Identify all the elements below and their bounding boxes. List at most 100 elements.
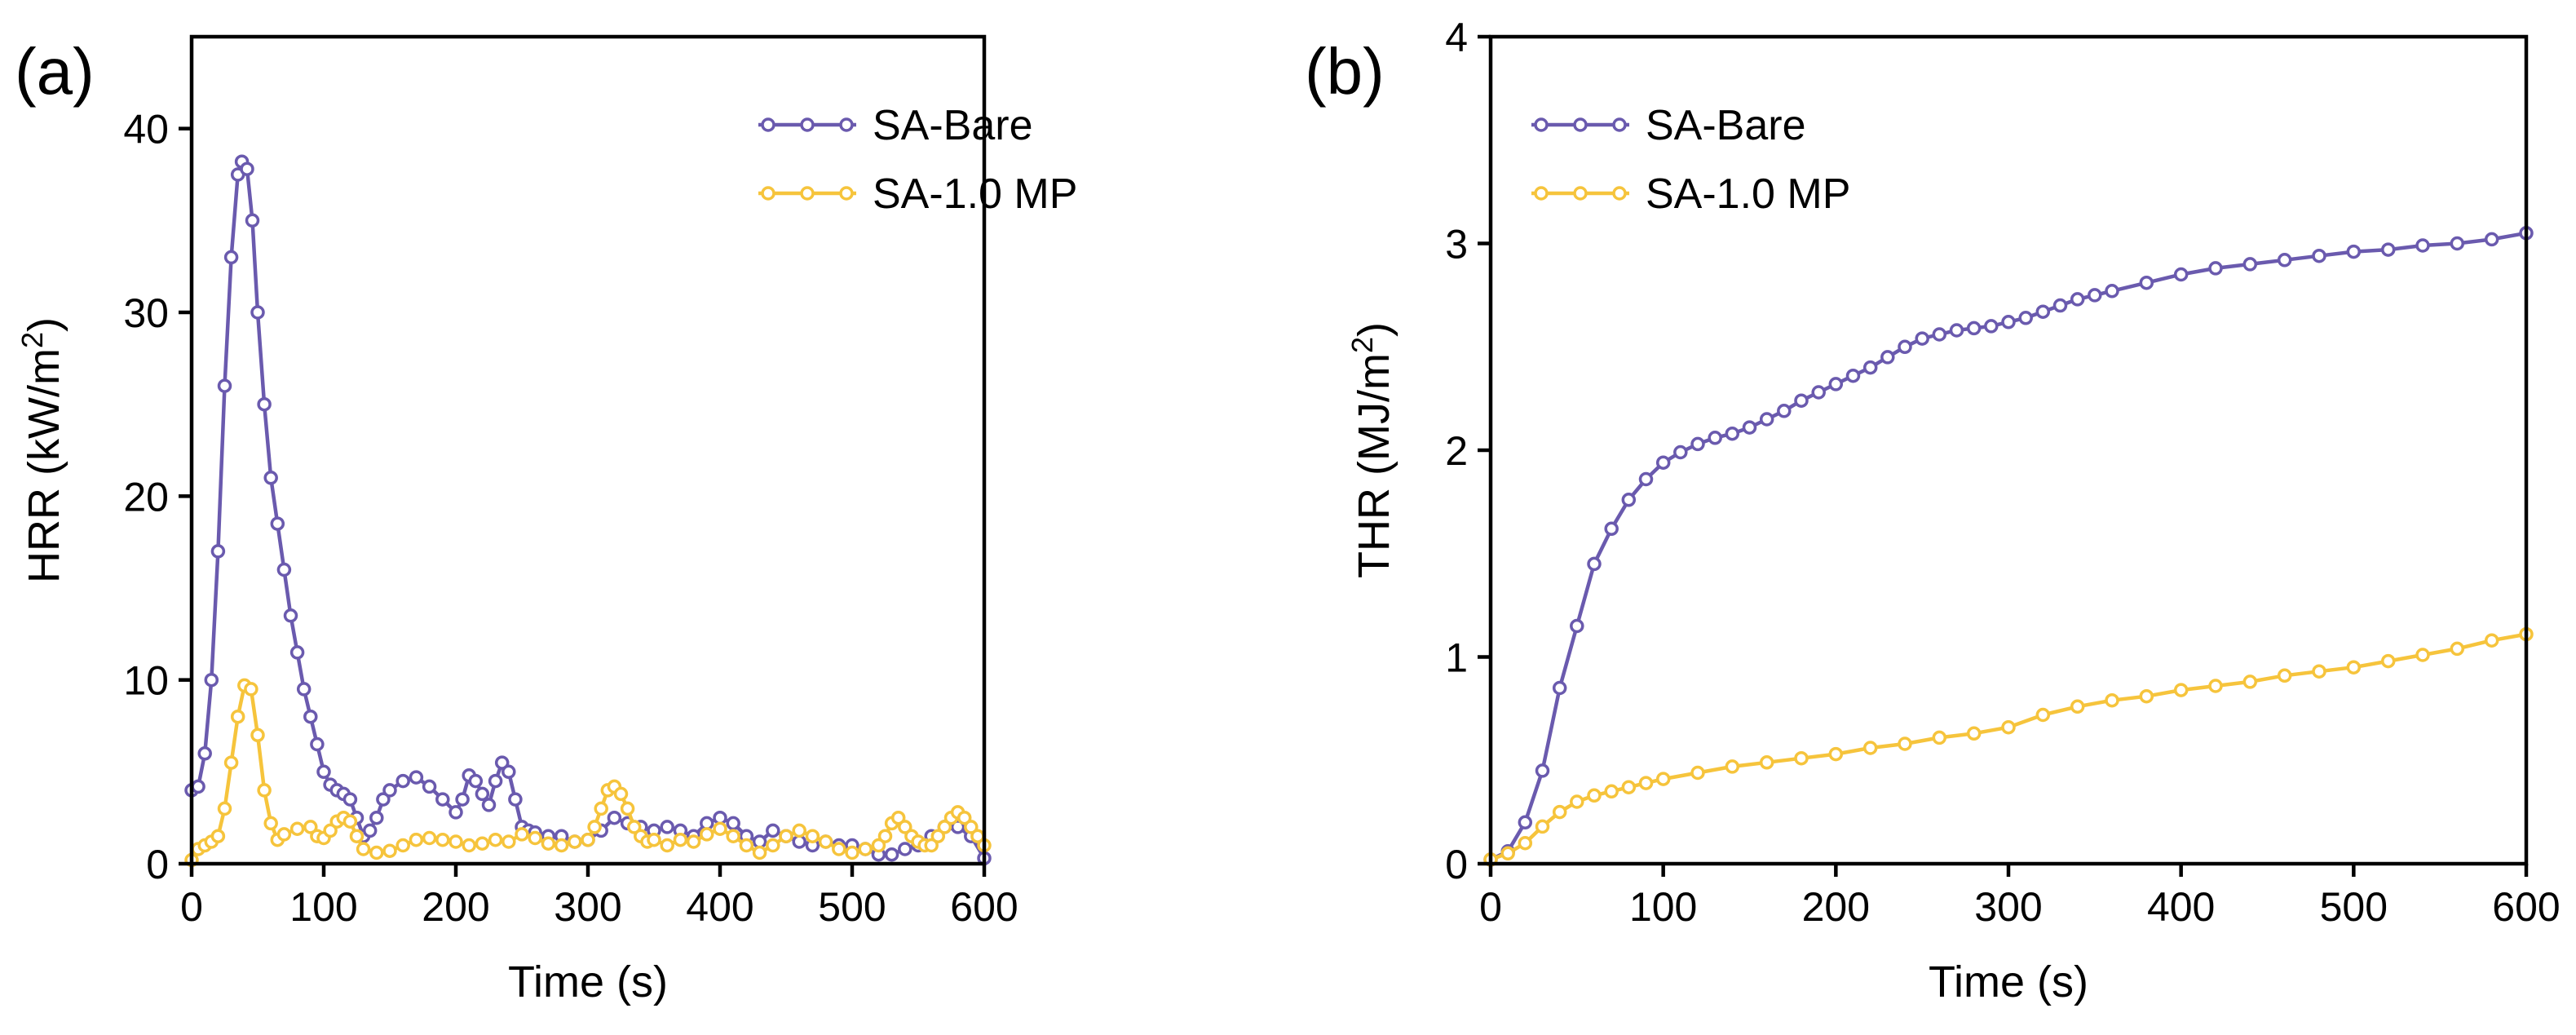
data-point (2139, 275, 2154, 290)
x-tick-label: 600 (950, 884, 1018, 930)
legend-item-sa-bare: SA-Bare (1531, 102, 1806, 149)
data-point (1932, 327, 1947, 342)
data-point (245, 213, 260, 228)
x-tick-label: 100 (289, 884, 357, 930)
data-point (455, 792, 470, 807)
data-point (1862, 360, 1878, 375)
data-point (210, 544, 226, 559)
data-point (877, 829, 893, 843)
data-point (369, 845, 384, 860)
data-point (310, 736, 325, 752)
data-point (382, 783, 397, 798)
data-point (818, 834, 833, 849)
y-tick-label: 4 (1445, 15, 1468, 60)
series-sa-1-0-mp (184, 678, 992, 868)
data-point (1587, 556, 1602, 572)
data-point (276, 827, 292, 842)
data-point (356, 842, 371, 856)
data-point (382, 843, 397, 858)
legend-marker (761, 117, 775, 132)
legend-item-sa-1-0-mp: SA-1.0 MP (758, 170, 1077, 218)
plot-frame (189, 34, 987, 866)
data-point (1570, 618, 1584, 634)
data-point (204, 672, 219, 688)
panel-label: (a) (15, 35, 95, 108)
data-point (1759, 412, 1774, 427)
data-point (515, 827, 529, 842)
data-point (303, 820, 318, 834)
series-sa-bare (1483, 226, 2534, 867)
x-tick-label: 200 (422, 884, 489, 930)
y-tick-label: 1 (1445, 635, 1468, 681)
data-point (1828, 746, 1844, 762)
data-point (2415, 648, 2430, 662)
data-point (488, 773, 503, 789)
data-point (2088, 288, 2102, 303)
data-point (1655, 772, 1671, 786)
y-tick-label: 30 (123, 290, 169, 336)
data-point (2380, 653, 2396, 669)
y-tick-label: 10 (123, 658, 169, 704)
data-point (376, 792, 391, 807)
legend-marker (1612, 186, 1627, 201)
data-point (2346, 660, 2362, 675)
data-point (303, 709, 318, 724)
data-point (468, 773, 484, 789)
legend-marker (1573, 117, 1588, 132)
legend-marker (761, 186, 775, 201)
data-point (244, 682, 258, 697)
data-point (700, 827, 714, 842)
data-point (1898, 339, 1912, 355)
data-point (626, 820, 642, 834)
data-point (832, 842, 846, 856)
data-point (1690, 765, 1705, 781)
data-point (1518, 815, 1533, 830)
data-point (766, 823, 780, 838)
data-point (1535, 819, 1550, 834)
legend-item-sa-bare: SA-Bare (758, 102, 1033, 149)
legend-label: SA-1.0 MP (1646, 170, 1850, 218)
data-point (230, 709, 245, 724)
data-point (2312, 664, 2326, 679)
data-point (250, 728, 265, 743)
data-point (2173, 683, 2189, 697)
data-point (369, 810, 384, 825)
data-point (1777, 404, 1792, 418)
x-tick-label: 100 (1629, 884, 1697, 930)
data-point (2242, 257, 2258, 272)
data-point (752, 845, 767, 860)
data-point (276, 562, 292, 577)
data-point (422, 779, 437, 794)
data-point (1984, 319, 1999, 334)
y-tick-label: 0 (1445, 842, 1468, 887)
data-point (283, 608, 298, 623)
data-point (2035, 707, 2051, 723)
data-point (2105, 284, 2119, 299)
legend-marker (1573, 186, 1588, 201)
data-point (528, 830, 542, 846)
data-point (2052, 298, 2068, 313)
data-point (554, 838, 569, 853)
data-point (250, 305, 265, 320)
data-point (475, 836, 490, 851)
y-axis-title: THR (MJ/m2) (1345, 322, 1398, 578)
data-point (673, 832, 688, 847)
x-tick-label: 400 (686, 884, 753, 930)
data-point (1915, 331, 1929, 346)
data-point (422, 830, 437, 846)
data-point (2346, 244, 2362, 259)
data-point (1518, 835, 1533, 851)
data-point (613, 786, 629, 802)
x-axis-title: Time (s) (1929, 958, 2088, 1006)
data-point (223, 250, 239, 265)
x-tick-label: 300 (1974, 884, 2042, 930)
y-tick-label: 20 (123, 474, 169, 520)
data-point (2450, 236, 2465, 251)
data-point (2105, 692, 2119, 708)
data-point (1621, 780, 1637, 794)
data-point (257, 783, 272, 798)
legend-item-sa-1-0-mp: SA-1.0 MP (1531, 170, 1850, 218)
data-point (2277, 253, 2292, 268)
data-point (647, 832, 661, 847)
legend-marker (1534, 186, 1549, 201)
